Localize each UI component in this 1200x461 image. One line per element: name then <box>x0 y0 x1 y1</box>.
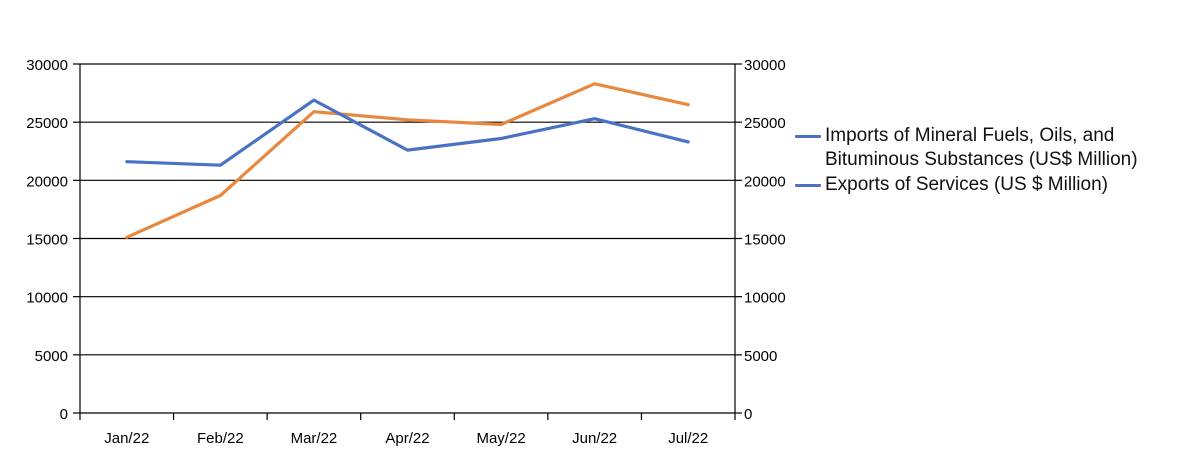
series-0-point-5 <box>593 82 597 86</box>
series-1-point-1 <box>218 163 222 167</box>
series-0-point-4 <box>499 123 503 126</box>
series-1-point-6 <box>686 140 690 144</box>
series-lines <box>125 82 690 239</box>
y-tick-label-25000: 25000 <box>26 115 68 132</box>
y-tick-label-5000: 5000 <box>35 348 68 365</box>
legend-item-imports: Imports of Mineral Fuels, Oils, and Bitu… <box>795 124 1195 172</box>
y-tick-label-30000: 30000 <box>26 57 68 74</box>
series-1-point-4 <box>499 137 503 140</box>
legend-label-imports: Imports of Mineral Fuels, Oils, and Bitu… <box>825 125 1138 170</box>
y2-tick-label-5000: 5000 <box>744 348 777 365</box>
series-1-point-3 <box>406 148 409 152</box>
series-1-point-5 <box>593 117 597 121</box>
y-tick-label-10000: 10000 <box>26 290 68 307</box>
y2-tick-label-15000: 15000 <box>744 232 786 249</box>
axes: 0 0 5000 5000 10000 10000 15000 15000 20000 20000… <box>26 57 785 447</box>
x-tick-label-Jul/22: Jul/22 <box>668 430 708 447</box>
series-line-0 <box>125 82 690 239</box>
y2-tick-label-25000: 25000 <box>744 115 786 132</box>
series-1-point-0 <box>125 160 129 164</box>
y2-tick-label-30000: 30000 <box>744 57 786 74</box>
x-tick-label-Jan/22: Jan/22 <box>104 430 149 447</box>
x-tick-label-Apr/22: Apr/22 <box>385 430 429 447</box>
series-1-point-2 <box>312 98 316 102</box>
x-tick-label-Jun/22: Jun/22 <box>572 430 617 447</box>
series-0-point-2 <box>312 110 316 114</box>
legend-swatch-exports <box>795 184 821 187</box>
y2-tick-label-10000: 10000 <box>744 290 786 307</box>
legend-swatch-imports <box>795 135 821 138</box>
chart-legend: Imports of Mineral Fuels, Oils, and Bitu… <box>795 124 1195 197</box>
y-tick-label-15000: 15000 <box>26 232 68 249</box>
series-0-point-0 <box>125 235 129 239</box>
series-0-point-3 <box>406 118 409 122</box>
gridlines <box>80 63 735 356</box>
y2-tick-label-20000: 20000 <box>744 173 786 190</box>
y-tick-label-20000: 20000 <box>26 173 68 190</box>
x-tick-label-Mar/22: Mar/22 <box>291 430 338 447</box>
x-tick-label-Feb/22: Feb/22 <box>197 430 244 447</box>
y-tick-label-0: 0 <box>60 406 68 423</box>
legend-item-exports: Exports of Services (US $ Million) <box>795 173 1195 197</box>
series-0-point-1 <box>218 194 222 197</box>
x-tick-label-May/22: May/22 <box>476 430 525 447</box>
y2-tick-label-0: 0 <box>744 406 752 423</box>
legend-label-exports: Exports of Services (US $ Million) <box>825 174 1108 195</box>
series-0-point-6 <box>686 103 690 107</box>
series-line-1 <box>125 98 690 167</box>
